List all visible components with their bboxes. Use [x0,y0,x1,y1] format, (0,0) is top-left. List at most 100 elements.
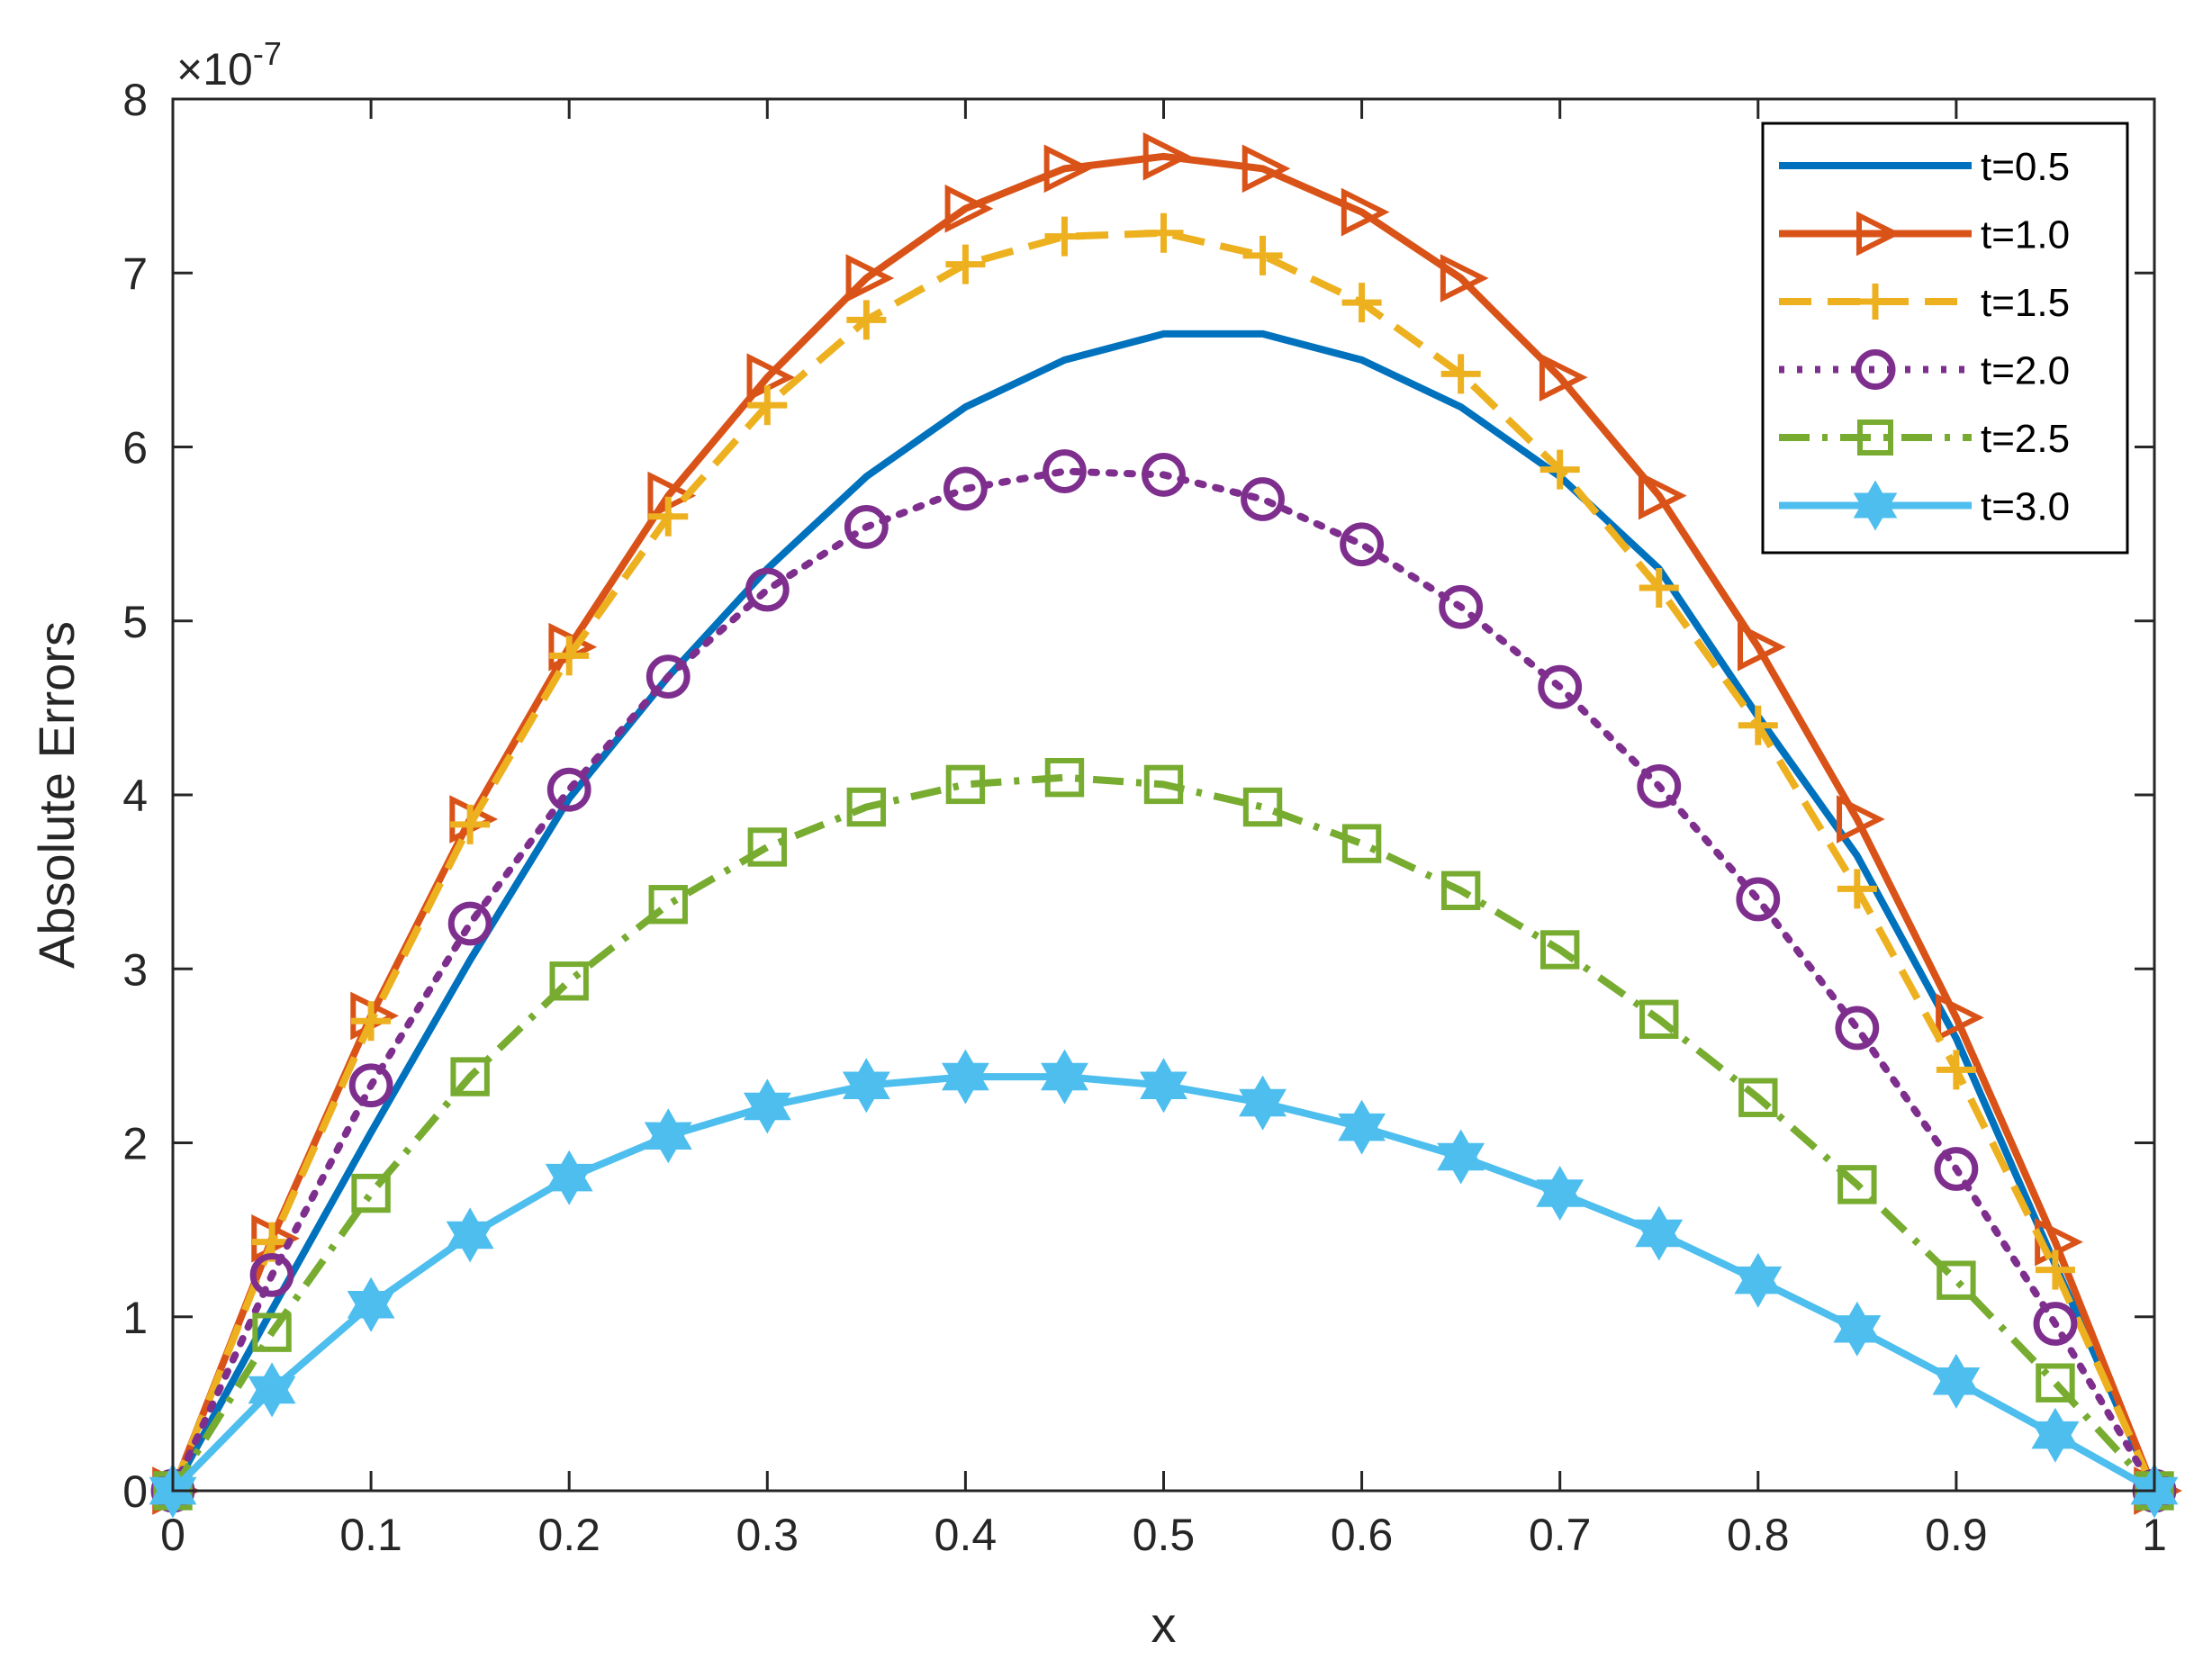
data-point [2035,1249,2075,1290]
data-point [1833,1301,1882,1357]
y-tick-label: 0 [122,1466,148,1517]
x-axis-label: x [1151,1596,1177,1653]
x-tick-labels: 0 0.1 0.2 0.3 0.4 0.5 0.6 0.7 0.8 0.9 1 [160,1510,2167,1560]
data-point [747,385,788,426]
data-point [846,300,887,340]
y-tick-label: 7 [122,248,148,299]
data-point [1043,449,1087,493]
data-point [1341,187,1390,237]
y-axis-exponent-base: ×10 [176,44,253,95]
data-point [450,1057,490,1096]
data-point [1241,144,1291,194]
data-point [1738,622,1786,672]
data-point [1338,1099,1386,1155]
series-t=0.5 [169,329,2158,1493]
data-point [2036,1363,2075,1403]
data-point [2031,1407,2080,1463]
data-point [1837,795,1885,844]
data-point [1638,471,1687,520]
x-tick-label: 0.6 [1331,1510,1394,1560]
legend-label: t=0.5 [1981,145,2070,189]
data-point [1837,869,1877,909]
y-axis-exponent: ×10-7 [176,35,282,95]
legend-label: t=1.5 [1981,281,2070,325]
data-point [1536,1165,1585,1222]
data-point [1440,871,1481,910]
x-tick-label: 0.2 [537,1510,600,1560]
data-point [545,1150,593,1205]
data-point [1635,1205,1684,1261]
data-point [1837,1165,1877,1204]
data-point [1936,1050,1976,1090]
legend-label: t=1.0 [1981,213,2070,257]
data-point [747,827,787,867]
data-point [644,1108,692,1164]
legend-item: t=0.5 [1779,145,2070,189]
data-point [846,787,887,827]
data-point [743,1078,791,1134]
data-point [450,804,491,844]
data-point [1932,1353,1981,1409]
data-point [1856,211,1901,257]
data-point [941,1049,989,1105]
data-point [945,244,986,284]
data-point [2033,1302,2078,1346]
series-layer [149,131,2182,1519]
data-point [549,636,590,676]
data-point [1857,420,1893,456]
legend-item: t=2.5 [1779,417,2070,461]
data-point [446,1207,494,1263]
data-point [1440,354,1481,394]
data-point [1853,480,1898,531]
data-point [1341,283,1382,323]
series-line [169,329,2158,1493]
data-point [1242,235,1283,275]
x-tick-label: 0 [160,1510,185,1560]
data-point [1736,877,1781,922]
data-point [745,567,790,612]
legend: t=0.5 t=1.0 t=1.5 t=2.0 t=2.5 t=3.0 [1761,122,2129,555]
data-point [1143,212,1184,253]
data-point [1143,764,1184,805]
data-point [248,1362,296,1418]
data-point [347,1277,395,1332]
data-point [844,504,889,549]
data-point [943,466,988,511]
data-point [1538,664,1583,709]
data-point [1242,787,1283,827]
y-tick-label: 3 [122,944,148,995]
x-tick-label: 0.8 [1727,1510,1790,1560]
y-tick-label: 2 [122,1119,148,1169]
data-point [1738,705,1778,745]
data-point [1040,1049,1088,1105]
x-tick-label: 0.3 [736,1510,799,1560]
data-point [945,764,986,805]
data-point [646,654,691,699]
legend-label: t=2.0 [1981,349,2070,393]
data-point [944,184,994,233]
data-point [1241,477,1285,521]
data-point [1539,449,1580,490]
data-point [1142,131,1192,181]
data-point [1142,453,1186,497]
x-tick-label: 0.7 [1529,1510,1592,1560]
data-point [648,885,688,925]
data-point [546,767,591,812]
data-point [1539,353,1588,402]
data-point [447,901,492,946]
data-point [1857,284,1893,320]
data-point [648,496,689,537]
plot-frame [171,97,2156,1493]
data-point [1639,999,1679,1039]
data-point [549,961,589,1001]
data-point [1734,1252,1783,1308]
data-point [1340,522,1384,567]
series-t=2.0 [150,449,2177,1513]
x-tick-label: 1 [2142,1510,2167,1560]
data-point [1440,254,1489,302]
legend-item: t=3.0 [1779,480,2070,531]
data-point [1540,930,1580,970]
data-point [1936,993,1984,1042]
data-point [845,254,895,302]
